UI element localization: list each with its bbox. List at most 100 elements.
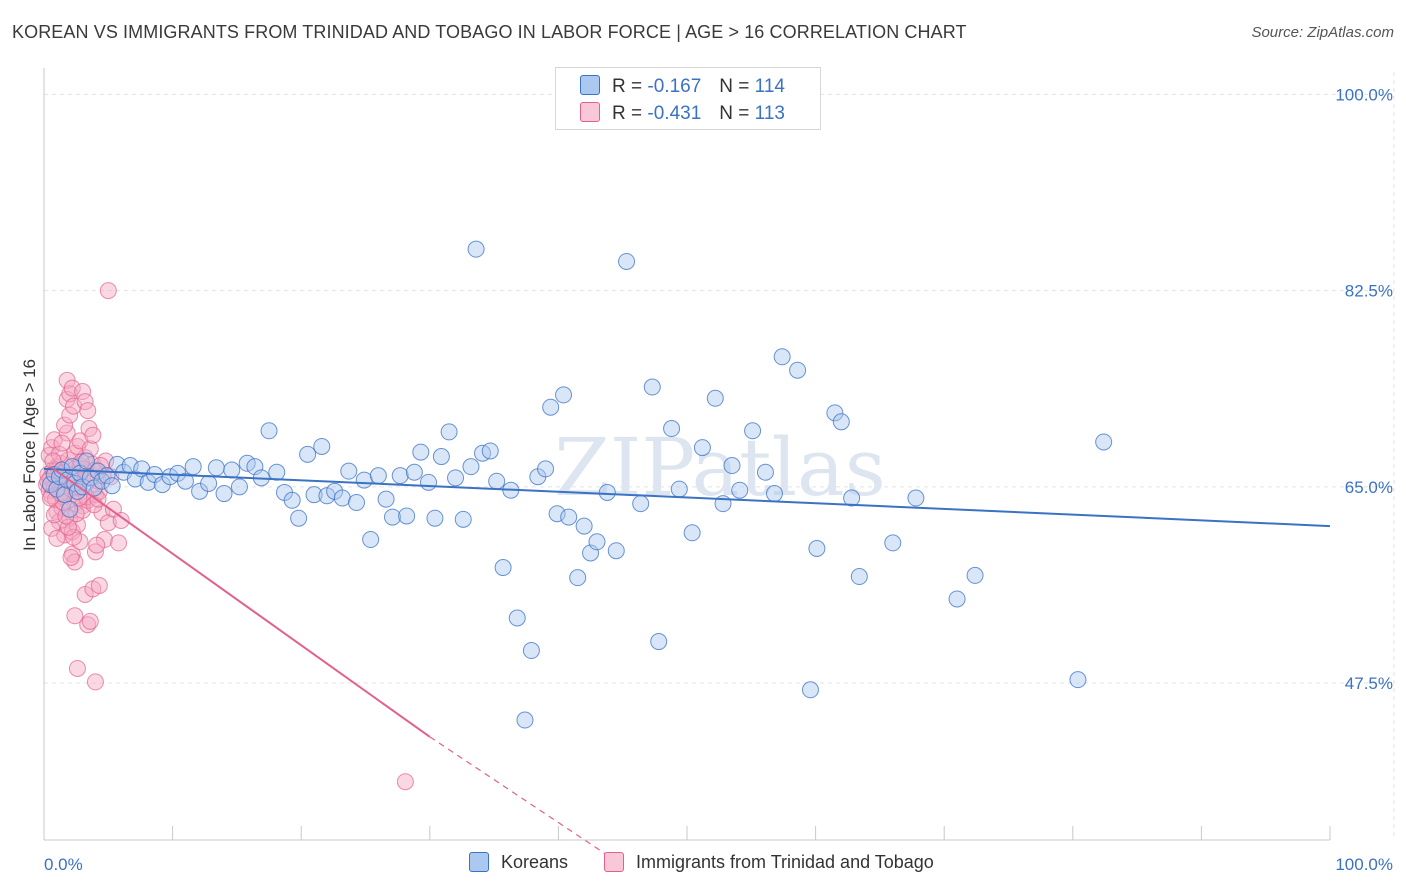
- series-legend: Koreans Immigrants from Trinidad and Tob…: [0, 852, 1406, 878]
- axes: [43, 68, 1331, 841]
- korean-point: [440, 423, 458, 441]
- trinidad-point: [112, 511, 130, 529]
- legend-n-value: 113: [754, 103, 785, 124]
- x-tick-label: 100.0%: [1335, 855, 1393, 874]
- korean-point: [103, 477, 121, 495]
- korean-point: [184, 458, 202, 476]
- legend-label-trinidad: Immigrants from Trinidad and Tobago: [636, 852, 934, 872]
- trinidad-point: [99, 514, 117, 532]
- legend-swatch-pink: [604, 852, 624, 872]
- korean-point: [756, 463, 774, 481]
- legend-swatch-pink: [580, 102, 600, 122]
- trinidad-point: [99, 282, 117, 300]
- korean-point: [826, 404, 844, 422]
- legend-n-value: 114: [754, 76, 785, 97]
- x-tick-labels: 0.0% 100.0%: [44, 855, 1393, 874]
- trinidad-point: [66, 607, 84, 625]
- trinidad-point: [90, 576, 108, 594]
- korean-point: [670, 480, 688, 498]
- korean-point: [693, 439, 711, 457]
- korean-point: [77, 452, 95, 470]
- trinidad-trend-line: [49, 465, 431, 738]
- legend-r-value: -0.431: [647, 103, 702, 124]
- pink-series-points: [38, 282, 414, 791]
- korean-point: [283, 491, 301, 509]
- trinidad-point: [79, 616, 97, 634]
- korean-point: [508, 609, 526, 627]
- trinidad-point: [41, 489, 59, 507]
- trinidad-point: [48, 529, 66, 547]
- korean-point: [200, 474, 218, 492]
- korean-point: [398, 507, 416, 525]
- legend-swatch-blue: [580, 75, 600, 95]
- korean-point: [426, 509, 444, 527]
- korean-point: [126, 470, 144, 488]
- korean-point: [808, 539, 826, 557]
- trinidad-point: [84, 426, 102, 444]
- trinidad-point: [59, 518, 77, 536]
- korean-point: [215, 485, 233, 503]
- korean-trend-line: [43, 467, 1331, 528]
- korean-point: [884, 534, 902, 552]
- trinidad-point: [86, 543, 104, 561]
- korean-point: [632, 495, 650, 513]
- y-tick-labels: 47.5% 65.0% 82.5% 100.0%: [1335, 85, 1393, 693]
- korean-point: [744, 422, 762, 440]
- trinidad-point: [110, 534, 128, 552]
- korean-point: [377, 490, 395, 508]
- korean-point: [268, 463, 286, 481]
- korean-point: [537, 460, 555, 478]
- korean-point: [347, 494, 365, 512]
- legend-label-koreans: Koreans: [501, 852, 569, 872]
- korean-point: [454, 510, 472, 528]
- korean-point: [223, 461, 241, 479]
- korean-point: [789, 361, 807, 379]
- korean-point: [773, 348, 791, 366]
- korean-point: [405, 463, 423, 481]
- korean-point: [618, 252, 636, 270]
- korean-point: [575, 517, 593, 535]
- korean-point: [683, 524, 701, 542]
- korean-point: [369, 467, 387, 485]
- y-tick-label: 100.0%: [1335, 85, 1393, 104]
- korean-point: [1069, 671, 1087, 689]
- korean-point: [706, 389, 724, 407]
- korean-point: [555, 386, 573, 404]
- y-tick-label: 65.0%: [1345, 478, 1393, 497]
- korean-point: [299, 445, 317, 463]
- korean-point: [432, 448, 450, 466]
- korean-point: [447, 469, 465, 487]
- trinidad-point: [88, 536, 106, 554]
- korean-point: [516, 711, 534, 729]
- korean-point: [832, 413, 850, 431]
- korean-point: [340, 462, 358, 480]
- korean-point: [260, 422, 278, 440]
- trinidad-point: [56, 416, 74, 434]
- legend-r-label: R =: [612, 76, 643, 97]
- korean-point: [643, 378, 661, 396]
- korean-point: [598, 483, 616, 501]
- korean-point: [966, 566, 984, 584]
- legend-swatch-blue: [469, 852, 489, 872]
- korean-point: [569, 569, 587, 587]
- korean-point: [907, 489, 925, 507]
- korean-point: [176, 472, 194, 490]
- legend-item-trinidad: Immigrants from Trinidad and Tobago: [604, 852, 934, 873]
- korean-point: [765, 485, 783, 503]
- korean-point: [650, 633, 668, 651]
- korean-point: [542, 398, 560, 416]
- x-tick-label: 0.0%: [44, 855, 83, 874]
- korean-point: [362, 531, 380, 549]
- trinidad-point: [79, 402, 97, 420]
- korean-point: [560, 508, 578, 526]
- chart-title: KOREAN VS IMMIGRANTS FROM TRINIDAD AND T…: [12, 22, 967, 42]
- korean-point: [488, 472, 506, 490]
- korean-point: [207, 459, 225, 477]
- source-label: Source: ZipAtlas.com: [1251, 24, 1394, 41]
- korean-point: [313, 437, 331, 455]
- korean-point: [481, 442, 499, 460]
- korean-point: [467, 240, 485, 258]
- trinidad-point: [68, 659, 86, 677]
- legend-r-label: R =: [612, 103, 643, 124]
